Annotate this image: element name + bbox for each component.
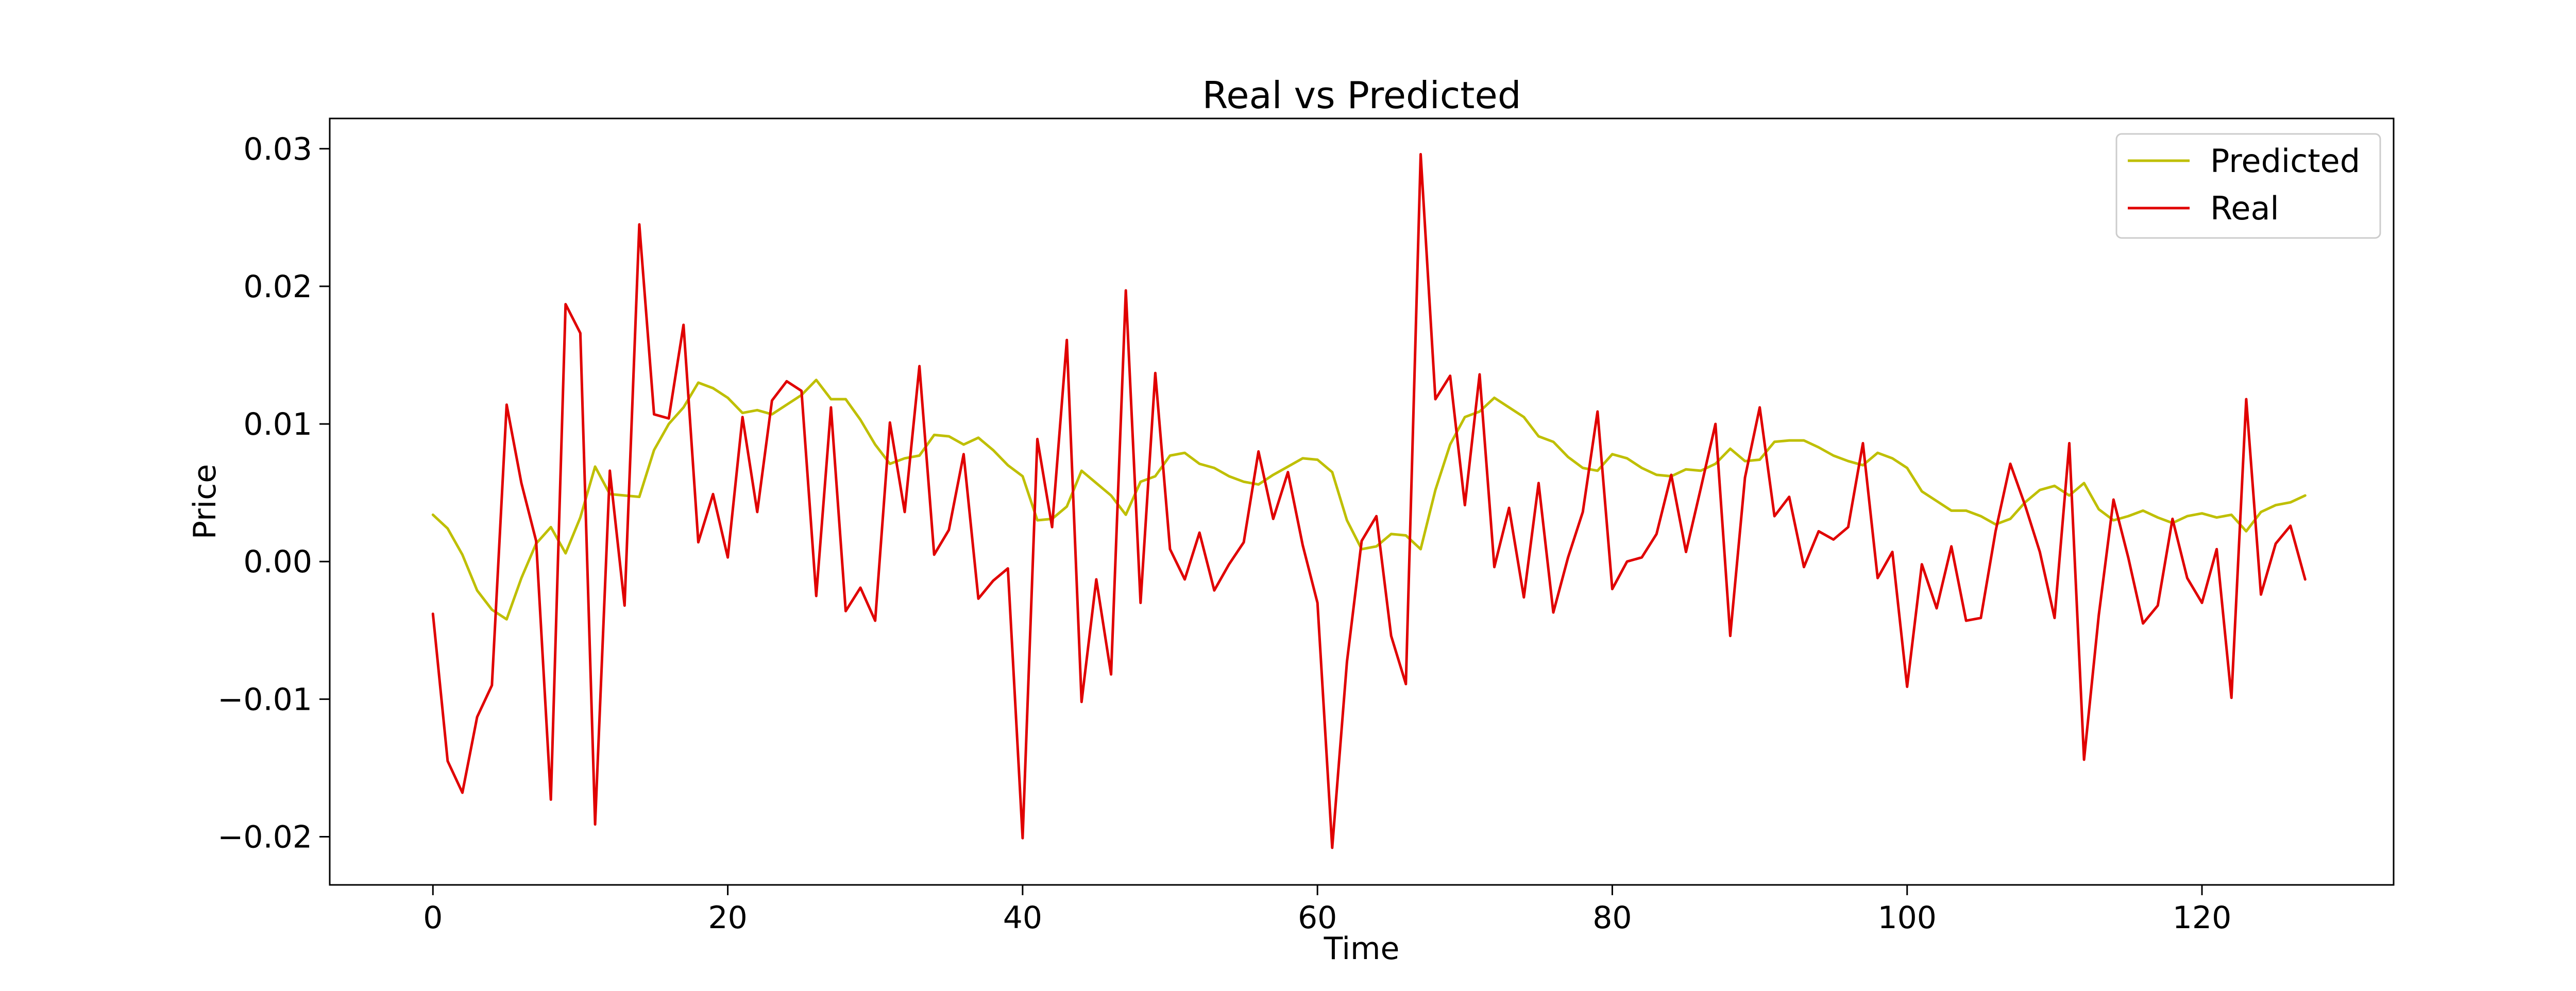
- y-tick-label: −0.01: [217, 681, 312, 717]
- y-tick-label: −0.02: [217, 819, 312, 855]
- y-tick-label: 0.00: [243, 544, 312, 580]
- x-tick-label: 20: [708, 900, 747, 936]
- ticks-layer: 0 20 40 60 80 100 120 −0.02 −0.01 0.00 0.01 0.02 0.0…: [217, 131, 2231, 936]
- chart-title: Real vs Predicted: [1202, 74, 1521, 117]
- x-tick-label: 80: [1592, 900, 1632, 936]
- x-axis-label: Time: [1324, 931, 1400, 967]
- legend-label-predicted: Predicted: [2210, 142, 2360, 180]
- legend: Predicted Real: [2115, 133, 2381, 239]
- series-layer: [431, 153, 2307, 849]
- y-axis-label: Price: [187, 464, 223, 539]
- legend-label-real: Real: [2210, 190, 2279, 227]
- x-tick-label: 100: [1877, 900, 1937, 936]
- plot-area-frame: [329, 117, 2395, 886]
- x-tick-label: 60: [1298, 900, 1337, 936]
- y-tick-label: 0.03: [243, 131, 312, 167]
- x-tick-label: 0: [423, 900, 443, 936]
- y-tick-label: 0.02: [243, 269, 312, 305]
- y-tick-label: 0.01: [243, 406, 312, 442]
- x-tick-label: 40: [1003, 900, 1042, 936]
- x-tick-label: 120: [2173, 900, 2232, 936]
- series-line-predicted: [431, 379, 2307, 621]
- series-line-real: [431, 153, 2307, 849]
